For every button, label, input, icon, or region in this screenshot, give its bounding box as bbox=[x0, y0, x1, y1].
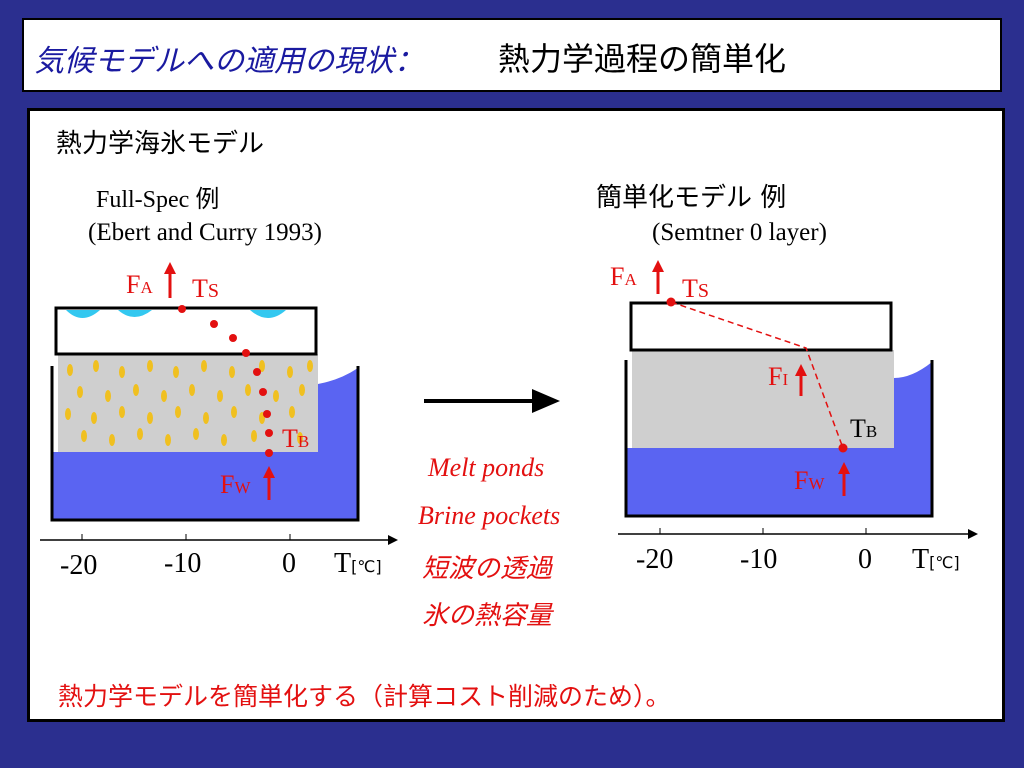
process-heat-capacity: 氷の熱容量 bbox=[422, 601, 553, 631]
left-model-title-text: Full-Spec 例 bbox=[96, 187, 220, 213]
conclusion-text: 熱力学モデルを簡単化する（計算コスト削減のため）。 bbox=[58, 682, 671, 711]
left-model-ref: (Ebert and Curry 1993) bbox=[88, 219, 322, 246]
right-model-ref: (Semtner 0 layer) bbox=[652, 219, 827, 246]
content-panel: 熱力学海氷モデル Full-Spec 例 (Ebert and Curry 19… bbox=[27, 108, 1005, 722]
left-model-title: Full-Spec 例 bbox=[96, 179, 219, 214]
title-main-part: 熱力学過程の簡単化 bbox=[498, 40, 787, 78]
process-brine-pockets: Brine pockets bbox=[418, 501, 561, 530]
right-model-title: 簡単化モデル 例 bbox=[596, 183, 787, 213]
process-melt-ponds: Melt ponds bbox=[428, 453, 545, 482]
title-bar: 気候モデルへの適用の現状： 熱力学過程の簡単化 bbox=[22, 18, 1002, 92]
title-italic-part: 気候モデルへの適用の現状： bbox=[34, 44, 424, 79]
process-shortwave: 短波の透過 bbox=[422, 554, 553, 584]
section-title: 熱力学海氷モデル bbox=[56, 129, 265, 159]
